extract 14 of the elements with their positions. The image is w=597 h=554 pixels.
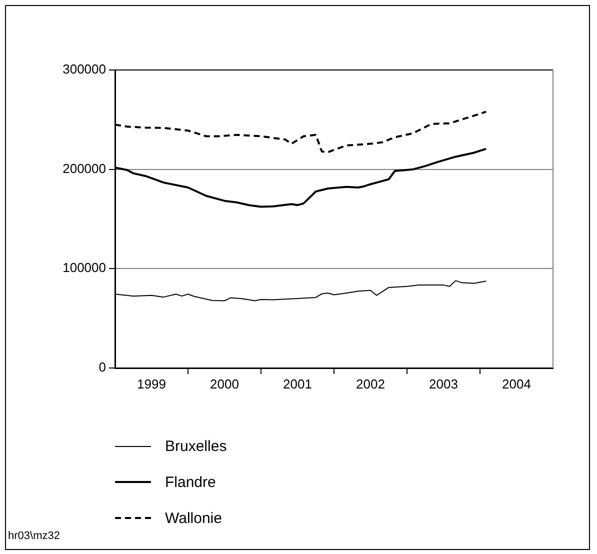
legend-label: Bruxelles bbox=[165, 438, 227, 454]
y-tick-label: 200000 bbox=[62, 160, 106, 176]
x-tick-label: 2004 bbox=[502, 376, 531, 392]
y-tick-label: 300000 bbox=[62, 62, 106, 77]
x-tick-label: 2001 bbox=[283, 376, 312, 392]
text: hr03\mz32 bbox=[8, 530, 60, 542]
y-tick-label: 100000 bbox=[62, 260, 106, 276]
x-tick-label: 2000 bbox=[210, 376, 239, 392]
x-tick-label: 1999 bbox=[137, 376, 166, 392]
x-tick-label: 2003 bbox=[429, 376, 458, 392]
x-tick-label: 2002 bbox=[356, 376, 385, 392]
legend-label: Flandre bbox=[165, 474, 216, 490]
y-tick-label: 0 bbox=[98, 360, 106, 375]
legend-label: Wallonie bbox=[165, 510, 222, 526]
